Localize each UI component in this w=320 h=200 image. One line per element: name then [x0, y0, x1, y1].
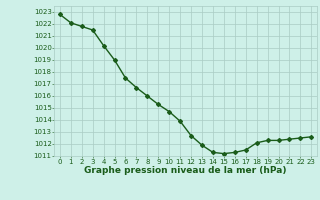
X-axis label: Graphe pression niveau de la mer (hPa): Graphe pression niveau de la mer (hPa) [84, 166, 287, 175]
